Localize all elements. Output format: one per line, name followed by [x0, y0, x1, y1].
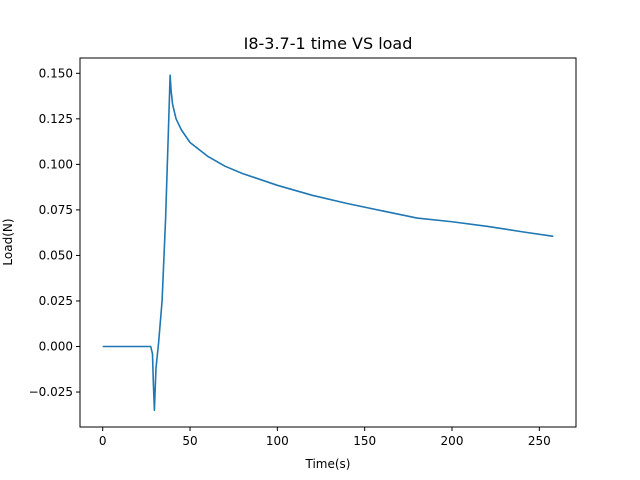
series-line-0: [102, 74, 554, 412]
y-tick-label: 0.125: [39, 112, 73, 126]
x-tick-label: 100: [266, 434, 289, 448]
y-tick-label: −0.025: [29, 385, 73, 399]
chart-title: I8-3.7-1 time VS load: [244, 34, 413, 53]
x-tick-label: 150: [353, 434, 376, 448]
x-tick-label: 50: [182, 434, 197, 448]
x-tick-label: 0: [99, 434, 107, 448]
x-tick-label: 200: [441, 434, 464, 448]
x-axis-label: Time(s): [305, 457, 351, 471]
y-tick-label: 0.150: [39, 66, 73, 80]
y-tick-label: 0.100: [39, 157, 73, 171]
plot-frame: [79, 57, 577, 428]
y-axis-label: Load(N): [1, 218, 15, 265]
y-tick-label: 0.075: [39, 203, 73, 217]
y-tick-label: 0.000: [39, 339, 73, 353]
y-tick-label: 0.050: [39, 248, 73, 262]
y-axis: −0.025 0.000 0.025 0.050 0.075 0.100 0.125 0.15…: [29, 66, 80, 399]
y-tick-label: 0.025: [39, 294, 73, 308]
x-axis: 0 50 100 150 200 250: [99, 427, 551, 448]
x-tick-label: 250: [528, 434, 551, 448]
